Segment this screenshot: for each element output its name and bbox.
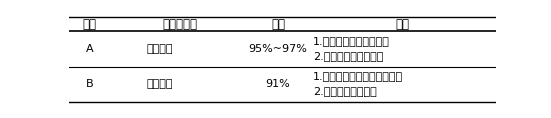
Text: B: B — [86, 79, 94, 89]
Text: 91%: 91% — [266, 79, 290, 89]
Text: 1.非极性，与水不混溶；: 1.非极性，与水不混溶； — [313, 36, 390, 46]
Text: 2.比重小，易于分层；: 2.比重小，易于分层； — [313, 52, 383, 61]
Text: 95%~97%: 95%~97% — [249, 44, 307, 54]
Text: A: A — [86, 44, 94, 54]
Text: 特点: 特点 — [395, 18, 409, 31]
Text: 1.可以分层，但分层不明显；: 1.可以分层，但分层不明显； — [313, 71, 403, 81]
Text: 收率: 收率 — [271, 18, 285, 31]
Text: 二氯乙烷: 二氯乙烷 — [147, 44, 173, 54]
Text: 不同萃取剂: 不同萃取剂 — [162, 18, 197, 31]
Text: 二氯甲烷: 二氯甲烷 — [147, 79, 173, 89]
Text: 2.萃取效果不明显；: 2.萃取效果不明显； — [313, 86, 377, 96]
Text: 序号: 序号 — [83, 18, 97, 31]
